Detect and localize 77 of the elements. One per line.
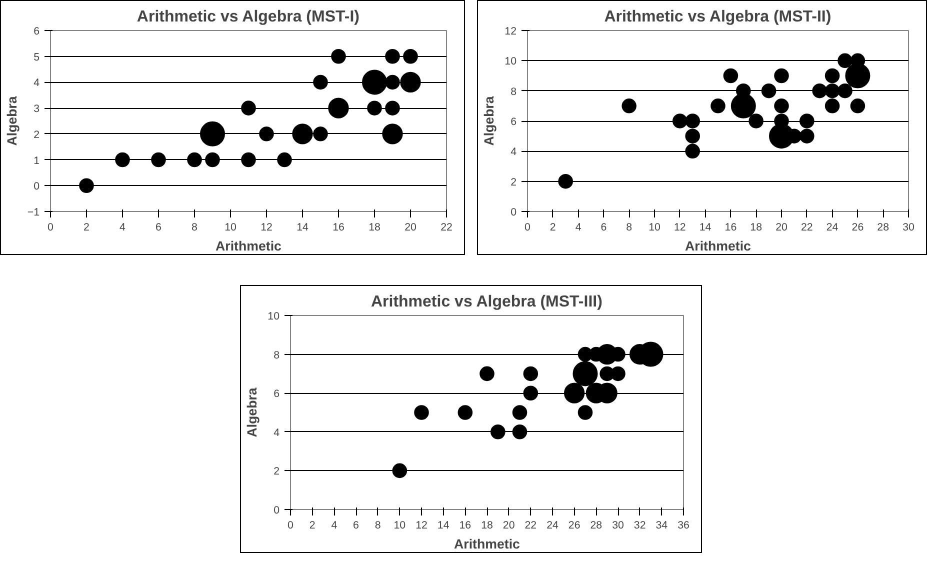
x-tick-label: 18: [750, 222, 762, 234]
x-tick-label: 12: [674, 222, 686, 234]
x-tick-label: 6: [600, 222, 607, 234]
x-tick-label: 2: [550, 222, 556, 234]
x-tick-label: 0: [48, 222, 54, 234]
x-tick-label: 16: [459, 520, 472, 532]
x-tick-label: 20: [502, 520, 515, 532]
y-tick-label: 0: [34, 180, 40, 193]
y-tick-label: 6: [274, 388, 280, 400]
y-tick-label: 2: [510, 176, 517, 188]
x-axis-title: Arithmetic: [685, 238, 752, 254]
y-tick-label: 0: [510, 206, 517, 218]
x-tick-label: 14: [296, 222, 308, 234]
y-tick-label: 2: [34, 128, 40, 141]
y-axis-title: Algebra: [482, 96, 497, 146]
x-tick-label: 26: [568, 520, 580, 532]
y-tick-label: 6: [34, 26, 40, 38]
x-tick-label: 22: [800, 222, 813, 234]
x-tick-label: 32: [634, 520, 646, 532]
x-tick-label: 20: [404, 222, 416, 234]
x-tick-label: 18: [368, 222, 380, 234]
chart-title: Arithmetic vs Algebra (MST-III): [370, 294, 602, 310]
y-tick-label: 8: [510, 86, 517, 98]
y-axis-title: Algebra: [4, 96, 20, 146]
y-tick-label: 4: [274, 426, 280, 439]
y-axis-title: Algebra: [244, 387, 260, 438]
x-tick-label: 14: [699, 222, 712, 234]
x-tick-label: 14: [437, 520, 450, 532]
x-tick-label: 0: [288, 520, 294, 532]
x-tick-label: 4: [120, 222, 126, 234]
x-tick-label: 12: [416, 520, 428, 532]
y-tick-label: 5: [34, 51, 40, 64]
x-tick-label: 18: [481, 520, 493, 532]
y-tick-label: 2: [274, 466, 280, 478]
y-tick-label: 4: [510, 146, 517, 158]
x-tick-label: 4: [331, 520, 338, 532]
x-tick-label: 20: [776, 222, 788, 234]
x-tick-label: 8: [626, 222, 632, 234]
x-tick-label: 26: [852, 222, 864, 234]
x-tick-label: 12: [260, 222, 272, 234]
x-tick-label: 4: [575, 222, 582, 234]
x-tick-label: 24: [826, 222, 838, 234]
y-tick-label: −1: [27, 206, 40, 218]
x-tick-label: 10: [224, 222, 236, 234]
y-tick-label: 1: [34, 154, 40, 167]
y-tick-label: 10: [268, 310, 280, 322]
chart-title: Arithmetic vs Algebra (MST-I): [136, 8, 360, 26]
x-tick-label: 30: [612, 520, 624, 532]
x-tick-label: 2: [309, 520, 316, 532]
y-tick-label: 3: [34, 103, 40, 116]
y-tick-label: 8: [274, 349, 280, 362]
y-tick-label: 4: [34, 77, 40, 90]
x-axis-title: Arithmetic: [454, 536, 521, 552]
x-tick-label: 16: [724, 222, 737, 234]
y-tick-label: 6: [510, 116, 517, 128]
x-tick-label: 8: [374, 520, 381, 532]
x-tick-label: 0: [524, 222, 531, 234]
x-tick-label: 22: [524, 520, 537, 532]
x-tick-label: 34: [656, 520, 668, 532]
x-tick-label: 30: [902, 222, 914, 234]
x-tick-label: 28: [590, 520, 602, 532]
x-tick-label: 28: [877, 222, 890, 234]
x-tick-label: 2: [84, 222, 90, 234]
y-tick-label: 12: [504, 26, 517, 38]
x-axis-title: Arithmetic: [216, 238, 282, 254]
x-tick-label: 10: [394, 520, 406, 532]
y-tick-label: 0: [274, 504, 280, 516]
x-tick-label: 6: [353, 520, 360, 532]
x-tick-label: 36: [678, 520, 690, 532]
x-tick-label: 6: [156, 222, 162, 234]
chart-title: Arithmetic vs Algebra (MST-II): [604, 8, 832, 26]
x-tick-label: 22: [440, 222, 452, 234]
x-tick-label: 24: [546, 520, 558, 532]
x-tick-label: 16: [332, 222, 344, 234]
y-tick-label: 10: [504, 56, 517, 68]
x-tick-label: 8: [192, 222, 198, 234]
x-tick-label: 10: [648, 222, 660, 234]
